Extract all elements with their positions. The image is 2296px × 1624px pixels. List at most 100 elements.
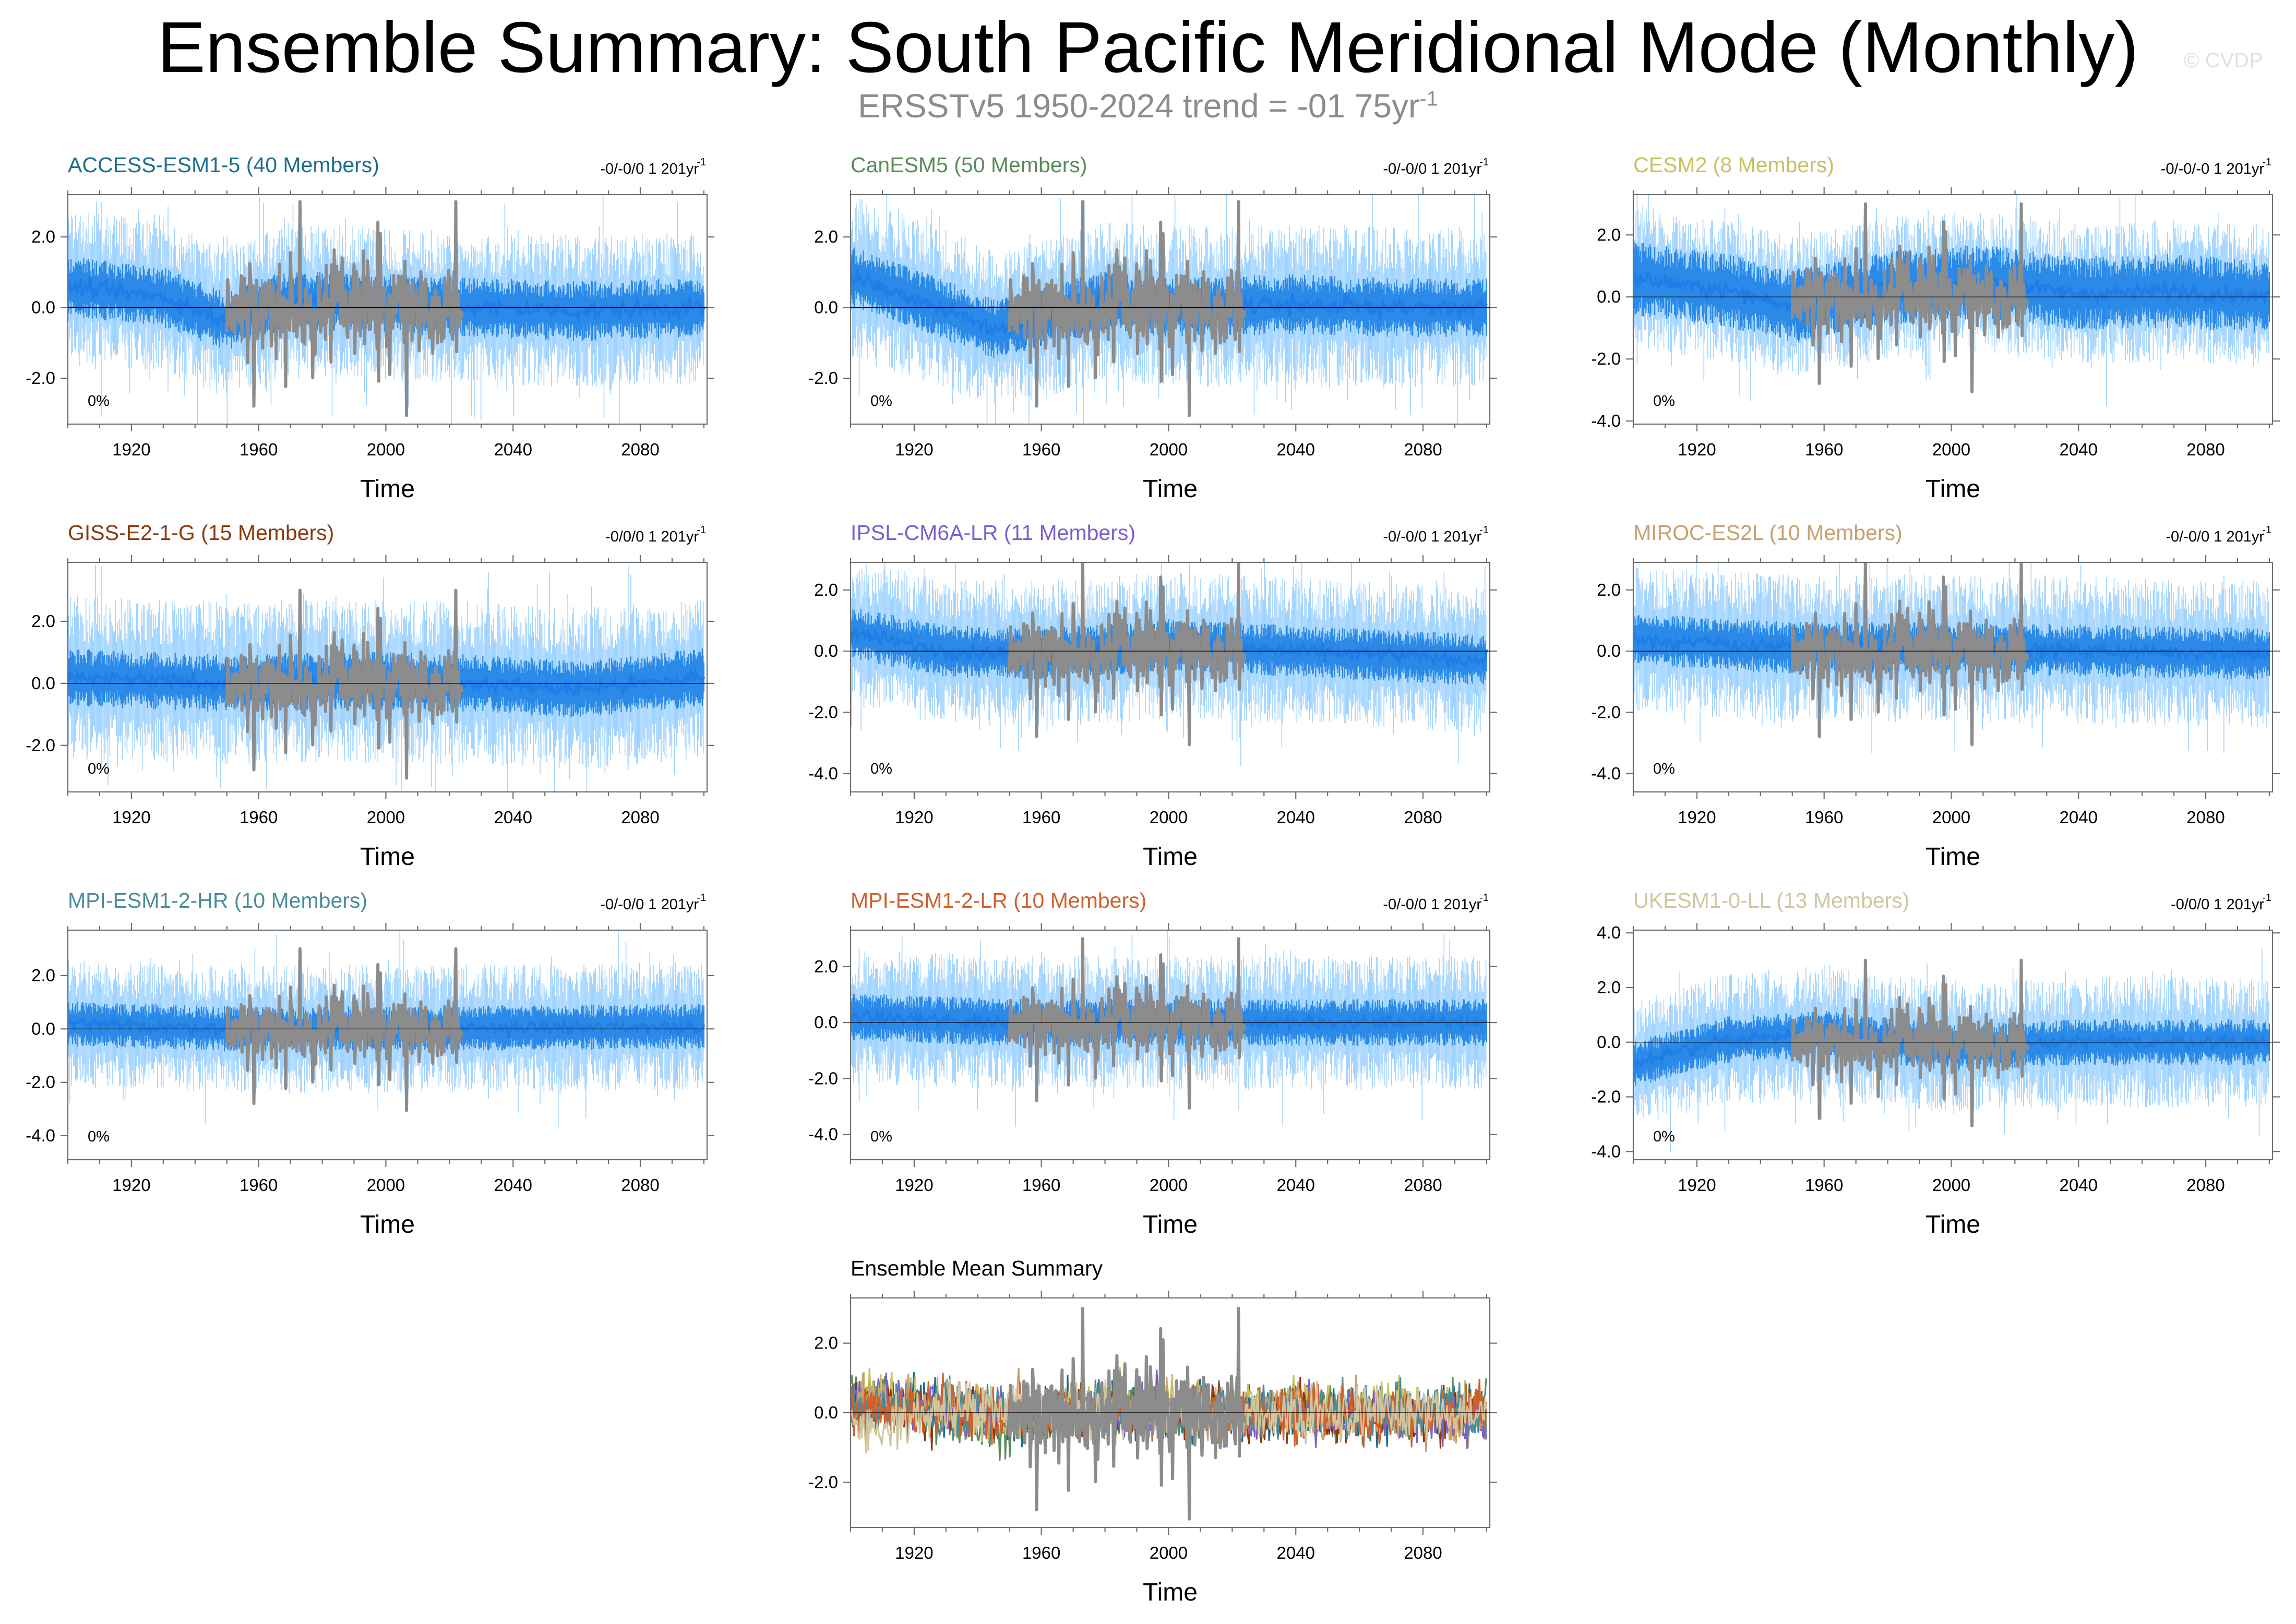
chart-title: UKESM1-0-LL (13 Members) bbox=[1633, 888, 1909, 912]
x-tick-label: 2040 bbox=[494, 440, 532, 459]
x-tick-label: 2040 bbox=[1277, 1543, 1315, 1562]
x-tick-label: 2000 bbox=[367, 440, 405, 459]
y-tick-label: -2.0 bbox=[1591, 702, 1621, 721]
trend-superscript: -1 bbox=[697, 892, 706, 904]
x-tick-label: 1960 bbox=[1805, 1175, 1843, 1195]
x-tick-label: 1960 bbox=[1022, 808, 1060, 827]
x-tick-label: 2040 bbox=[2060, 808, 2098, 827]
x-tick-label: 1920 bbox=[895, 1175, 933, 1195]
chart-title: GISS-E2-1-G (15 Members) bbox=[68, 521, 334, 545]
x-tick-label: 1960 bbox=[1805, 808, 1843, 827]
x-tick-label: 1920 bbox=[895, 808, 933, 827]
y-tick-label: 4.0 bbox=[1597, 923, 1621, 942]
x-axis-label: Time bbox=[1143, 1579, 1198, 1606]
percent-label: 0% bbox=[870, 393, 892, 410]
plot-frame bbox=[1632, 561, 2274, 793]
observed-line bbox=[1008, 562, 1247, 747]
x-tick-label: 2080 bbox=[2186, 808, 2225, 827]
y-tick-label: 2.0 bbox=[31, 966, 55, 985]
y-tick-label: -4.0 bbox=[1591, 1141, 1621, 1161]
percent-label: 0% bbox=[870, 1128, 892, 1145]
plot-area bbox=[68, 195, 705, 424]
page-subtitle: ERSSTv5 1950-2024 trend = -01 75yr-1 bbox=[0, 87, 2296, 125]
x-tick-label: 1920 bbox=[112, 808, 150, 827]
y-tick-label: 2.0 bbox=[1597, 580, 1621, 599]
percent-label: 0% bbox=[88, 761, 110, 777]
chart-title: MPI-ESM1-2-LR (10 Members) bbox=[851, 888, 1146, 912]
x-tick-label: 1960 bbox=[1022, 440, 1060, 459]
chart-panel-4: 1920 1960 2000 2040 2080 2.0 0.0 -2.0 Time GISS-E… bbox=[26, 521, 714, 871]
y-tick-label: -2.0 bbox=[1591, 349, 1621, 368]
x-tick-label: 2080 bbox=[621, 1175, 659, 1195]
y-tick-label: -2.0 bbox=[26, 368, 55, 388]
x-tick-label: 2000 bbox=[367, 808, 405, 827]
x-axis-label: Time bbox=[1926, 1211, 1980, 1238]
y-tick-label: 0.0 bbox=[31, 298, 55, 317]
plot-frame bbox=[67, 561, 708, 793]
trend-superscript: -1 bbox=[2262, 157, 2271, 168]
x-axis-label: Time bbox=[360, 475, 415, 503]
plot-area bbox=[1633, 195, 2271, 406]
chart-panel-9: 1920 1960 2000 2040 2080 4.0 2.0 0.0 -2.0 -4.0 Tim… bbox=[1591, 888, 2280, 1238]
observed-line bbox=[225, 200, 464, 417]
observed-line bbox=[225, 947, 464, 1112]
chart-panel-6: 1920 1960 2000 2040 2080 2.0 0.0 -2.0 -4.0 Time MI… bbox=[1591, 521, 2280, 871]
x-tick-label: 2000 bbox=[1150, 1175, 1188, 1195]
x-axis-label: Time bbox=[1926, 843, 1980, 871]
plot-frame bbox=[67, 194, 708, 425]
plot-area bbox=[851, 1307, 1487, 1521]
y-tick-label: 2.0 bbox=[814, 227, 838, 246]
y-tick-label: -4.0 bbox=[808, 1125, 838, 1144]
y-tick-label: 2.0 bbox=[1597, 978, 1621, 997]
chart-panel-2: 1920 1960 2000 2040 2080 2.0 0.0 -2.0 Time CanESM… bbox=[808, 153, 1497, 503]
x-axis-label: Time bbox=[360, 843, 415, 871]
plot-area bbox=[68, 930, 705, 1128]
chart-panel-8: 1920 1960 2000 2040 2080 2.0 0.0 -2.0 -4.0 Time MP… bbox=[808, 888, 1497, 1238]
x-tick-label: 2040 bbox=[494, 808, 532, 827]
percent-label: 0% bbox=[88, 393, 110, 410]
observed-line bbox=[225, 588, 464, 780]
x-tick-label: 2080 bbox=[621, 808, 659, 827]
y-tick-label: 0.0 bbox=[1597, 1032, 1621, 1052]
x-tick-label: 1920 bbox=[1678, 808, 1716, 827]
y-tick-label: -4.0 bbox=[1591, 764, 1621, 783]
trend-superscript: -1 bbox=[1479, 524, 1489, 536]
x-tick-label: 1960 bbox=[1805, 440, 1843, 459]
plot-frame bbox=[1632, 194, 2274, 425]
trend-label: -0/-0/-0 1 201yr bbox=[2161, 161, 2265, 177]
plot-frame bbox=[67, 929, 708, 1161]
subtitle-superscript: -1 bbox=[1419, 87, 1438, 111]
trend-superscript: -1 bbox=[1479, 892, 1489, 904]
x-axis-label: Time bbox=[1143, 1211, 1198, 1238]
x-tick-label: 2000 bbox=[1150, 440, 1188, 459]
y-tick-label: 2.0 bbox=[1597, 225, 1621, 244]
x-tick-label: 2040 bbox=[2060, 1175, 2098, 1195]
x-tick-label: 1960 bbox=[240, 1175, 278, 1195]
y-tick-label: 0.0 bbox=[814, 1403, 838, 1422]
observed-line bbox=[1008, 200, 1247, 417]
trend-label: -0/0/0 1 201yr bbox=[605, 528, 699, 545]
trend-label: -0/-0/0 1 201yr bbox=[1383, 161, 1481, 177]
x-tick-label: 1920 bbox=[1678, 440, 1716, 459]
x-tick-label: 1960 bbox=[240, 808, 278, 827]
x-tick-label: 2080 bbox=[1404, 1175, 1442, 1195]
plot-area bbox=[68, 564, 705, 792]
y-tick-label: 0.0 bbox=[31, 673, 55, 693]
y-tick-label: 0.0 bbox=[814, 1013, 838, 1032]
observed-line bbox=[1008, 1307, 1247, 1521]
plot-area bbox=[1633, 948, 2271, 1152]
x-tick-label: 2000 bbox=[1932, 440, 1970, 459]
trend-superscript: -1 bbox=[697, 157, 706, 168]
y-tick-label: 2.0 bbox=[814, 580, 838, 599]
observed-line bbox=[1008, 937, 1247, 1110]
chart-title: MIROC-ES2L (10 Members) bbox=[1633, 521, 1903, 545]
y-tick-label: -4.0 bbox=[1591, 411, 1621, 430]
percent-label: 0% bbox=[870, 761, 892, 777]
plot-area bbox=[1633, 562, 2271, 753]
trend-label: -0/-0/0 1 201yr bbox=[1383, 528, 1481, 545]
plot-frame bbox=[850, 929, 1491, 1161]
trend-label: -0/-0/0 1 201yr bbox=[1383, 896, 1481, 913]
y-tick-label: -4.0 bbox=[808, 764, 838, 783]
trend-label: -0/0/0 1 201yr bbox=[2171, 896, 2264, 913]
